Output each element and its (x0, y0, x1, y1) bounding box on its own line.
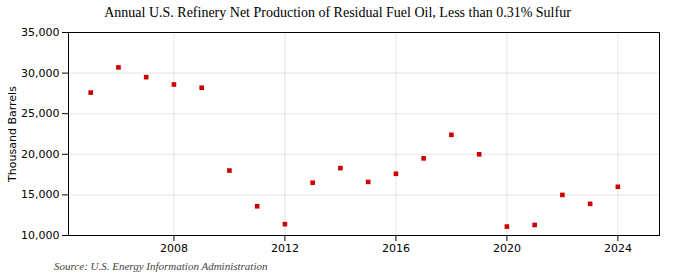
html-text:Source: U.S. Energy Informatio: Source: U.S. Energy Information Administ… (54, 260, 268, 272)
svg-text:2012: 2012 (271, 242, 299, 255)
svg-text:30,000: 30,000 (21, 67, 60, 80)
svg-text:35,000: 35,000 (21, 26, 60, 39)
svg-text:2016: 2016 (382, 242, 410, 255)
svg-text:15,000: 15,000 (21, 188, 60, 201)
svg-text:2020: 2020 (493, 242, 521, 255)
svg-text:2024: 2024 (604, 242, 632, 255)
svg-text:25,000: 25,000 (21, 107, 60, 120)
svg-text:Thousand Barrels: Thousand Barrels (6, 86, 19, 183)
html-text:Annual U.S. Refinery Net Produ: Annual U.S. Refinery Net Production of R… (104, 5, 571, 20)
svg-text:10,000: 10,000 (21, 229, 60, 242)
svg-text:20,000: 20,000 (21, 148, 60, 161)
svg-text:2008: 2008 (160, 242, 188, 255)
